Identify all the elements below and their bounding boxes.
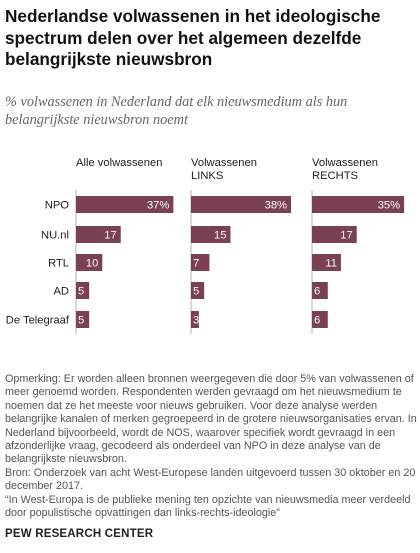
notes-block: Opmerking: Er worden alleen bronnen weer… [5,373,417,520]
note-quote: “In West-Europa is de publieke mening te… [5,493,411,520]
bar [191,311,199,328]
series-header-line: Volwassenen [191,157,257,169]
data-label: 7 [193,258,199,270]
data-label: 3 [193,315,199,327]
bar [191,196,291,213]
bar [312,311,328,328]
category-label: NU.nl [41,230,69,242]
data-label: 38% [265,200,287,212]
category-label: RTL [48,258,69,270]
data-label: 10 [86,258,98,270]
data-label: 17 [340,230,352,242]
chart-subtitle: % volwassenen in Nederland dat elk nieuw… [5,94,348,128]
bar [312,254,341,271]
series-header-line: Volwassenen [312,157,378,169]
bar [191,282,205,299]
series-header-line: Alle volwassenen [76,157,162,169]
series-header-1: Volwassenen LINKS [191,157,257,182]
note-bron: Bron: Onderzoek van acht West-Europese l… [5,466,416,493]
bar [312,226,357,243]
data-label: 15 [214,230,226,242]
series-header-line: LINKS [191,170,223,182]
bar [76,254,103,271]
bar [76,282,90,299]
bar-chart: Alle volwassenen Volwassenen LINKSVolwasse… [6,157,405,334]
series-header-2: Volwassenen RECHTS [312,157,378,182]
category-label: NPO [45,200,70,212]
category-label: AD [53,286,69,298]
bar [76,226,121,243]
series-header-line: RECHTS [312,170,358,182]
chart-title: Nederlandse volwassenen in het ideologis… [5,6,381,69]
bar [191,226,231,243]
series-header-0: Alle volwassenen [76,157,162,169]
data-label: 5 [78,315,84,327]
data-label: 6 [314,286,320,298]
category-label: De Telegraaf [6,315,70,327]
data-label: 37% [147,200,169,212]
bar [312,196,405,213]
data-label: 35% [378,200,400,212]
data-label: 6 [314,315,320,327]
data-label: 5 [193,286,199,298]
bar [76,196,174,213]
footer-source: PEW RESEARCH CENTER [5,528,154,540]
bar [76,311,90,328]
data-label: 17 [104,230,116,242]
note-opmerking: Opmerking: Er worden alleen bronnen weer… [5,373,417,466]
data-label: 5 [78,286,84,298]
bar [312,282,328,299]
data-label: 11 [325,258,337,270]
bar [191,254,210,271]
